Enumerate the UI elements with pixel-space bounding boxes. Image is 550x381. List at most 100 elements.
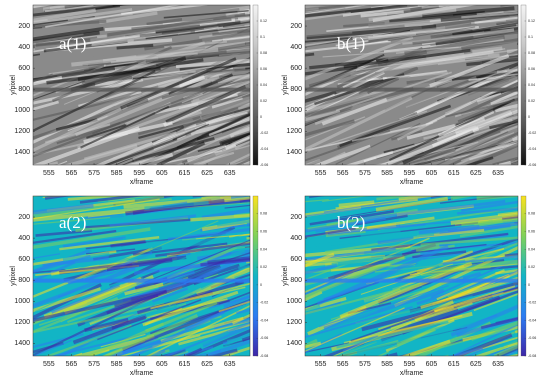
- texture-streak: [450, 212, 518, 225]
- y-tick-label: 1400: [14, 149, 30, 156]
- texture-streak: [218, 21, 250, 28]
- texture-streak: [305, 93, 336, 109]
- texture-streak: [305, 199, 329, 203]
- texture-streak: [305, 108, 352, 125]
- texture-streak: [213, 317, 250, 330]
- texture-streak: [306, 24, 437, 40]
- texture-streak: [305, 5, 370, 15]
- texture-streak: [450, 196, 476, 200]
- texture-streak: [97, 299, 202, 341]
- texture-streak: [120, 57, 237, 110]
- texture-streak: [170, 110, 202, 123]
- y-tick-label: 600: [290, 256, 302, 263]
- texture-streak: [145, 26, 250, 40]
- texture-streak: [374, 108, 408, 123]
- texture-streak: [305, 30, 353, 38]
- texture-streak: [474, 16, 518, 24]
- texture-streak: [139, 29, 195, 38]
- texture-streak: [225, 238, 250, 246]
- x-tick-label: 635: [492, 361, 504, 368]
- x-tick-label: 615: [179, 170, 191, 177]
- texture-streak: [114, 294, 159, 308]
- texture-streak: [173, 131, 240, 153]
- texture-streak: [494, 103, 518, 113]
- texture-streak: [305, 303, 321, 314]
- texture-streak: [222, 337, 250, 347]
- x-tick-label: 595: [133, 170, 145, 177]
- x-tick-label: 605: [426, 170, 438, 177]
- colorbar-tick-label: -0.04: [260, 318, 268, 322]
- texture-streak: [435, 131, 509, 165]
- y-tick-label: 200: [290, 23, 302, 30]
- heatmap-texture: [33, 5, 250, 165]
- texture-streak: [305, 119, 355, 137]
- texture-streak: [200, 73, 234, 90]
- texture-streak: [406, 123, 456, 140]
- texture-streak: [184, 218, 250, 228]
- texture-streak: [33, 26, 104, 42]
- x-tick-label: 595: [133, 361, 145, 368]
- texture-streak: [197, 142, 233, 152]
- texture-streak: [83, 220, 219, 279]
- texture-streak: [144, 348, 170, 356]
- texture-streak: [460, 139, 518, 162]
- texture-streak: [136, 46, 206, 57]
- texture-streak: [343, 48, 471, 69]
- texture-streak: [437, 117, 486, 137]
- texture-streak: [116, 43, 154, 50]
- texture-streak: [412, 31, 518, 45]
- texture-streak: [114, 69, 207, 107]
- colorbar-tick-label: 0.06: [260, 230, 267, 234]
- texture-streak: [224, 134, 250, 150]
- texture-streak: [348, 302, 473, 344]
- texture-streak: [91, 31, 191, 45]
- texture-streak: [33, 266, 136, 308]
- heatmap-texture: [33, 196, 250, 356]
- texture-streak: [89, 246, 122, 253]
- x-tick-label: 595: [403, 170, 415, 177]
- panel: 555 565 575 585 595 605 615 625 635 200 400 600 800 1…: [10, 195, 268, 377]
- texture-streak: [467, 106, 518, 130]
- texture-streak: [200, 334, 250, 356]
- texture-streak: [430, 257, 518, 299]
- texture-streak: [451, 140, 518, 160]
- texture-streak: [477, 75, 518, 83]
- texture-streak: [305, 290, 323, 302]
- texture-streak: [390, 306, 454, 330]
- texture-streak: [379, 126, 480, 165]
- texture-streak: [501, 214, 518, 221]
- plot-frame: [32, 4, 251, 166]
- texture-streak: [371, 232, 509, 252]
- y-tick-label: 600: [18, 65, 30, 72]
- texture-streak: [107, 21, 218, 38]
- texture-streak: [448, 347, 484, 356]
- y-tick-label: 1000: [14, 298, 30, 305]
- texture-streak: [318, 5, 363, 10]
- texture-streak: [132, 242, 228, 256]
- texture-streak: [215, 92, 250, 107]
- texture-streak: [305, 232, 435, 249]
- texture-streak: [56, 160, 68, 165]
- texture-streak: [355, 48, 506, 72]
- colorbar-tick-label: 0.12: [260, 19, 267, 23]
- x-tick-label: 625: [470, 361, 482, 368]
- texture-streak: [476, 86, 518, 105]
- texture-streak: [182, 347, 203, 356]
- texture-streak: [74, 74, 220, 137]
- texture-streak: [33, 73, 53, 83]
- texture-streak: [331, 253, 403, 267]
- texture-streak: [470, 320, 518, 341]
- texture-streak: [366, 216, 435, 230]
- x-tick-label: 635: [492, 170, 504, 177]
- texture-streak: [437, 53, 518, 66]
- x-tick-label: 605: [426, 361, 438, 368]
- colorbar-tick-label: -0.08: [528, 354, 536, 358]
- texture-streak: [81, 75, 133, 84]
- texture-streak: [179, 152, 216, 165]
- texture-streak: [33, 196, 165, 219]
- texture-streak: [144, 200, 209, 211]
- texture-streak: [71, 47, 219, 67]
- y-tick-label: 1000: [286, 107, 302, 114]
- texture-streak: [156, 141, 206, 165]
- texture-streak: [33, 78, 144, 105]
